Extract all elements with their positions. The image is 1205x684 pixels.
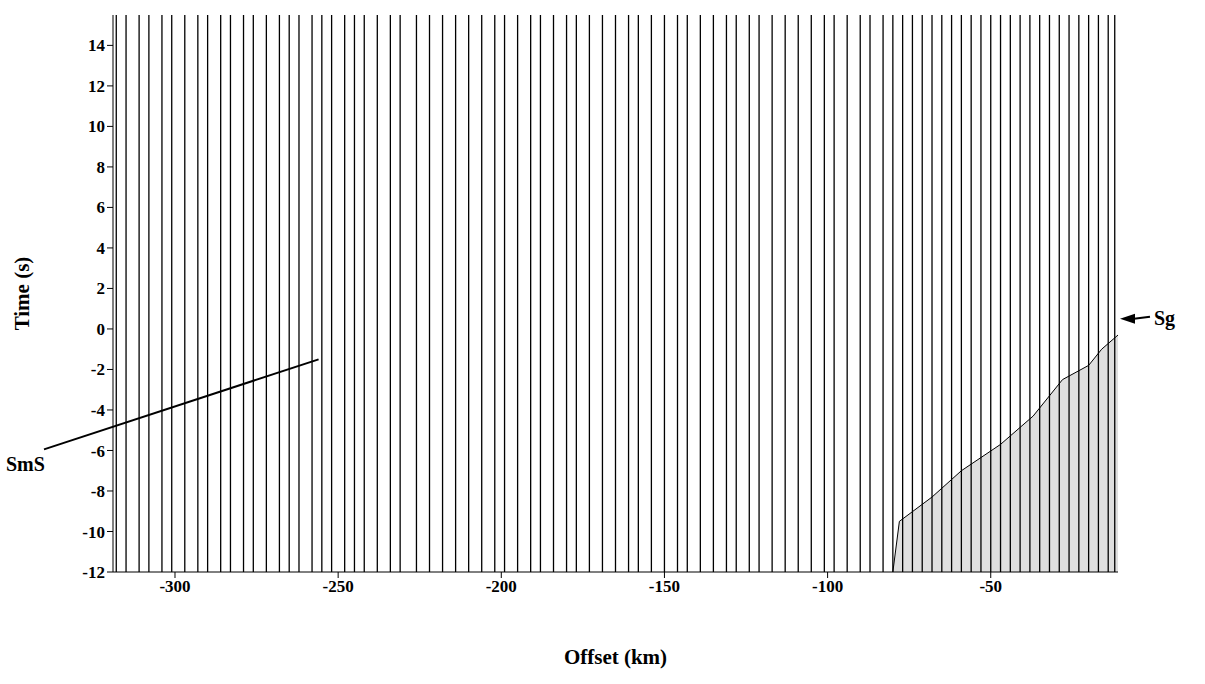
svg-text:Sg: Sg (1154, 307, 1175, 330)
svg-text:-300: -300 (159, 577, 190, 596)
svg-text:-150: -150 (649, 577, 680, 596)
svg-text:Offset (km): Offset (km) (564, 645, 667, 669)
svg-text:-8: -8 (91, 482, 105, 501)
svg-text:-200: -200 (486, 577, 517, 596)
svg-text:-4: -4 (91, 401, 106, 420)
svg-text:-12: -12 (82, 563, 105, 582)
svg-text:Time (s): Time (s) (10, 257, 34, 331)
svg-text:-6: -6 (91, 442, 105, 461)
svg-text:8: 8 (97, 158, 106, 177)
svg-text:4: 4 (97, 239, 106, 258)
svg-text:14: 14 (88, 36, 106, 55)
svg-text:10: 10 (88, 117, 105, 136)
svg-text:-100: -100 (812, 577, 843, 596)
svg-text:0: 0 (97, 320, 106, 339)
svg-text:-250: -250 (323, 577, 354, 596)
svg-text:-50: -50 (979, 577, 1002, 596)
svg-text:2: 2 (97, 279, 106, 298)
svg-text:SmS: SmS (6, 453, 45, 475)
svg-text:-2: -2 (91, 360, 105, 379)
svg-text:12: 12 (88, 77, 105, 96)
svg-text:-10: -10 (82, 523, 105, 542)
svg-text:6: 6 (97, 198, 106, 217)
